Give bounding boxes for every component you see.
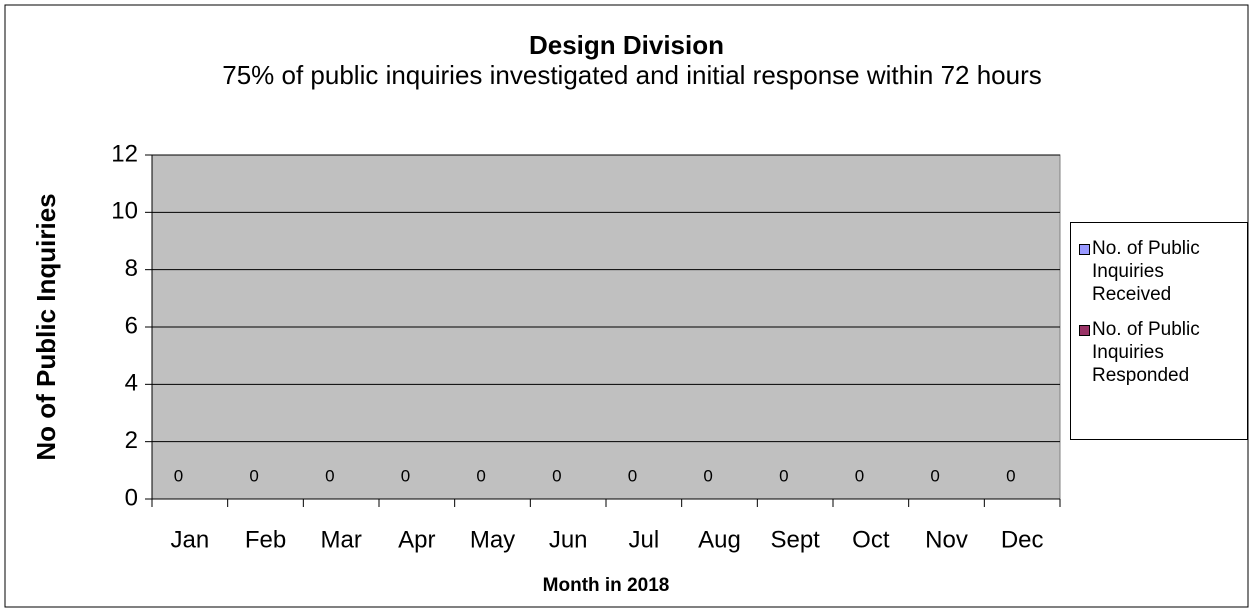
y-tick-label: 8 [125, 255, 138, 282]
x-tick-label: Oct [852, 526, 890, 553]
legend-item: No. of Public Inquiries Received [1079, 237, 1243, 306]
data-label: 0 [855, 466, 864, 485]
x-tick-label: Apr [398, 526, 435, 553]
x-tick-label: Sept [770, 526, 820, 553]
legend-item: No. of Public Inquiries Responded [1079, 318, 1243, 387]
data-label: 0 [552, 466, 561, 485]
y-tick-label: 10 [111, 198, 138, 225]
y-tick-label: 2 [125, 427, 138, 454]
x-tick-label: Aug [698, 526, 741, 553]
legend-label: No. of Public Inquiries Responded [1092, 319, 1200, 386]
x-tick-label: Jul [628, 526, 659, 553]
data-label: 0 [249, 466, 258, 485]
x-tick-label: Feb [245, 526, 286, 553]
data-label: 0 [174, 466, 183, 485]
x-tick-label: Jan [170, 526, 209, 553]
data-label: 0 [476, 466, 485, 485]
x-tick-label: Dec [1001, 526, 1044, 553]
legend: No. of Public Inquiries Received No. of P… [1070, 222, 1248, 440]
x-tick-label: Jun [549, 526, 588, 553]
y-tick-label: 6 [125, 312, 138, 339]
data-label: 0 [703, 466, 712, 485]
y-tick-label: 0 [125, 484, 138, 511]
data-label: 0 [628, 466, 637, 485]
y-axis-label: No of Public Inquiries [31, 193, 61, 460]
data-label: 0 [779, 466, 788, 485]
data-label: 0 [1006, 466, 1015, 485]
x-tick-label: May [470, 526, 515, 553]
data-label: 0 [401, 466, 410, 485]
y-tick-label: 12 [111, 140, 138, 167]
legend-swatch [1079, 244, 1090, 255]
legend-label: No. of Public Inquiries Received [1092, 238, 1200, 305]
data-label: 0 [325, 466, 334, 485]
chart-title: Design Division [528, 30, 725, 60]
x-tick-label: Mar [320, 526, 361, 553]
x-tick-label: Nov [925, 526, 968, 553]
y-tick-label: 4 [125, 370, 138, 397]
legend-swatch [1079, 325, 1090, 336]
x-axis-label: Month in 2018 [543, 575, 670, 596]
data-label: 0 [930, 466, 939, 485]
chart-subtitle: 75% of public inquiries investigated and… [222, 60, 1042, 90]
